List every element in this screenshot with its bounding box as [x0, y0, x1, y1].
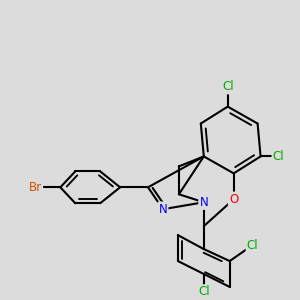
Text: N: N — [159, 203, 167, 216]
Text: Cl: Cl — [273, 150, 284, 163]
Text: Cl: Cl — [222, 80, 233, 93]
Text: Cl: Cl — [247, 238, 258, 252]
Text: N: N — [200, 196, 208, 209]
Text: Br: Br — [29, 181, 42, 194]
Text: Cl: Cl — [198, 285, 210, 298]
Text: O: O — [229, 193, 238, 206]
